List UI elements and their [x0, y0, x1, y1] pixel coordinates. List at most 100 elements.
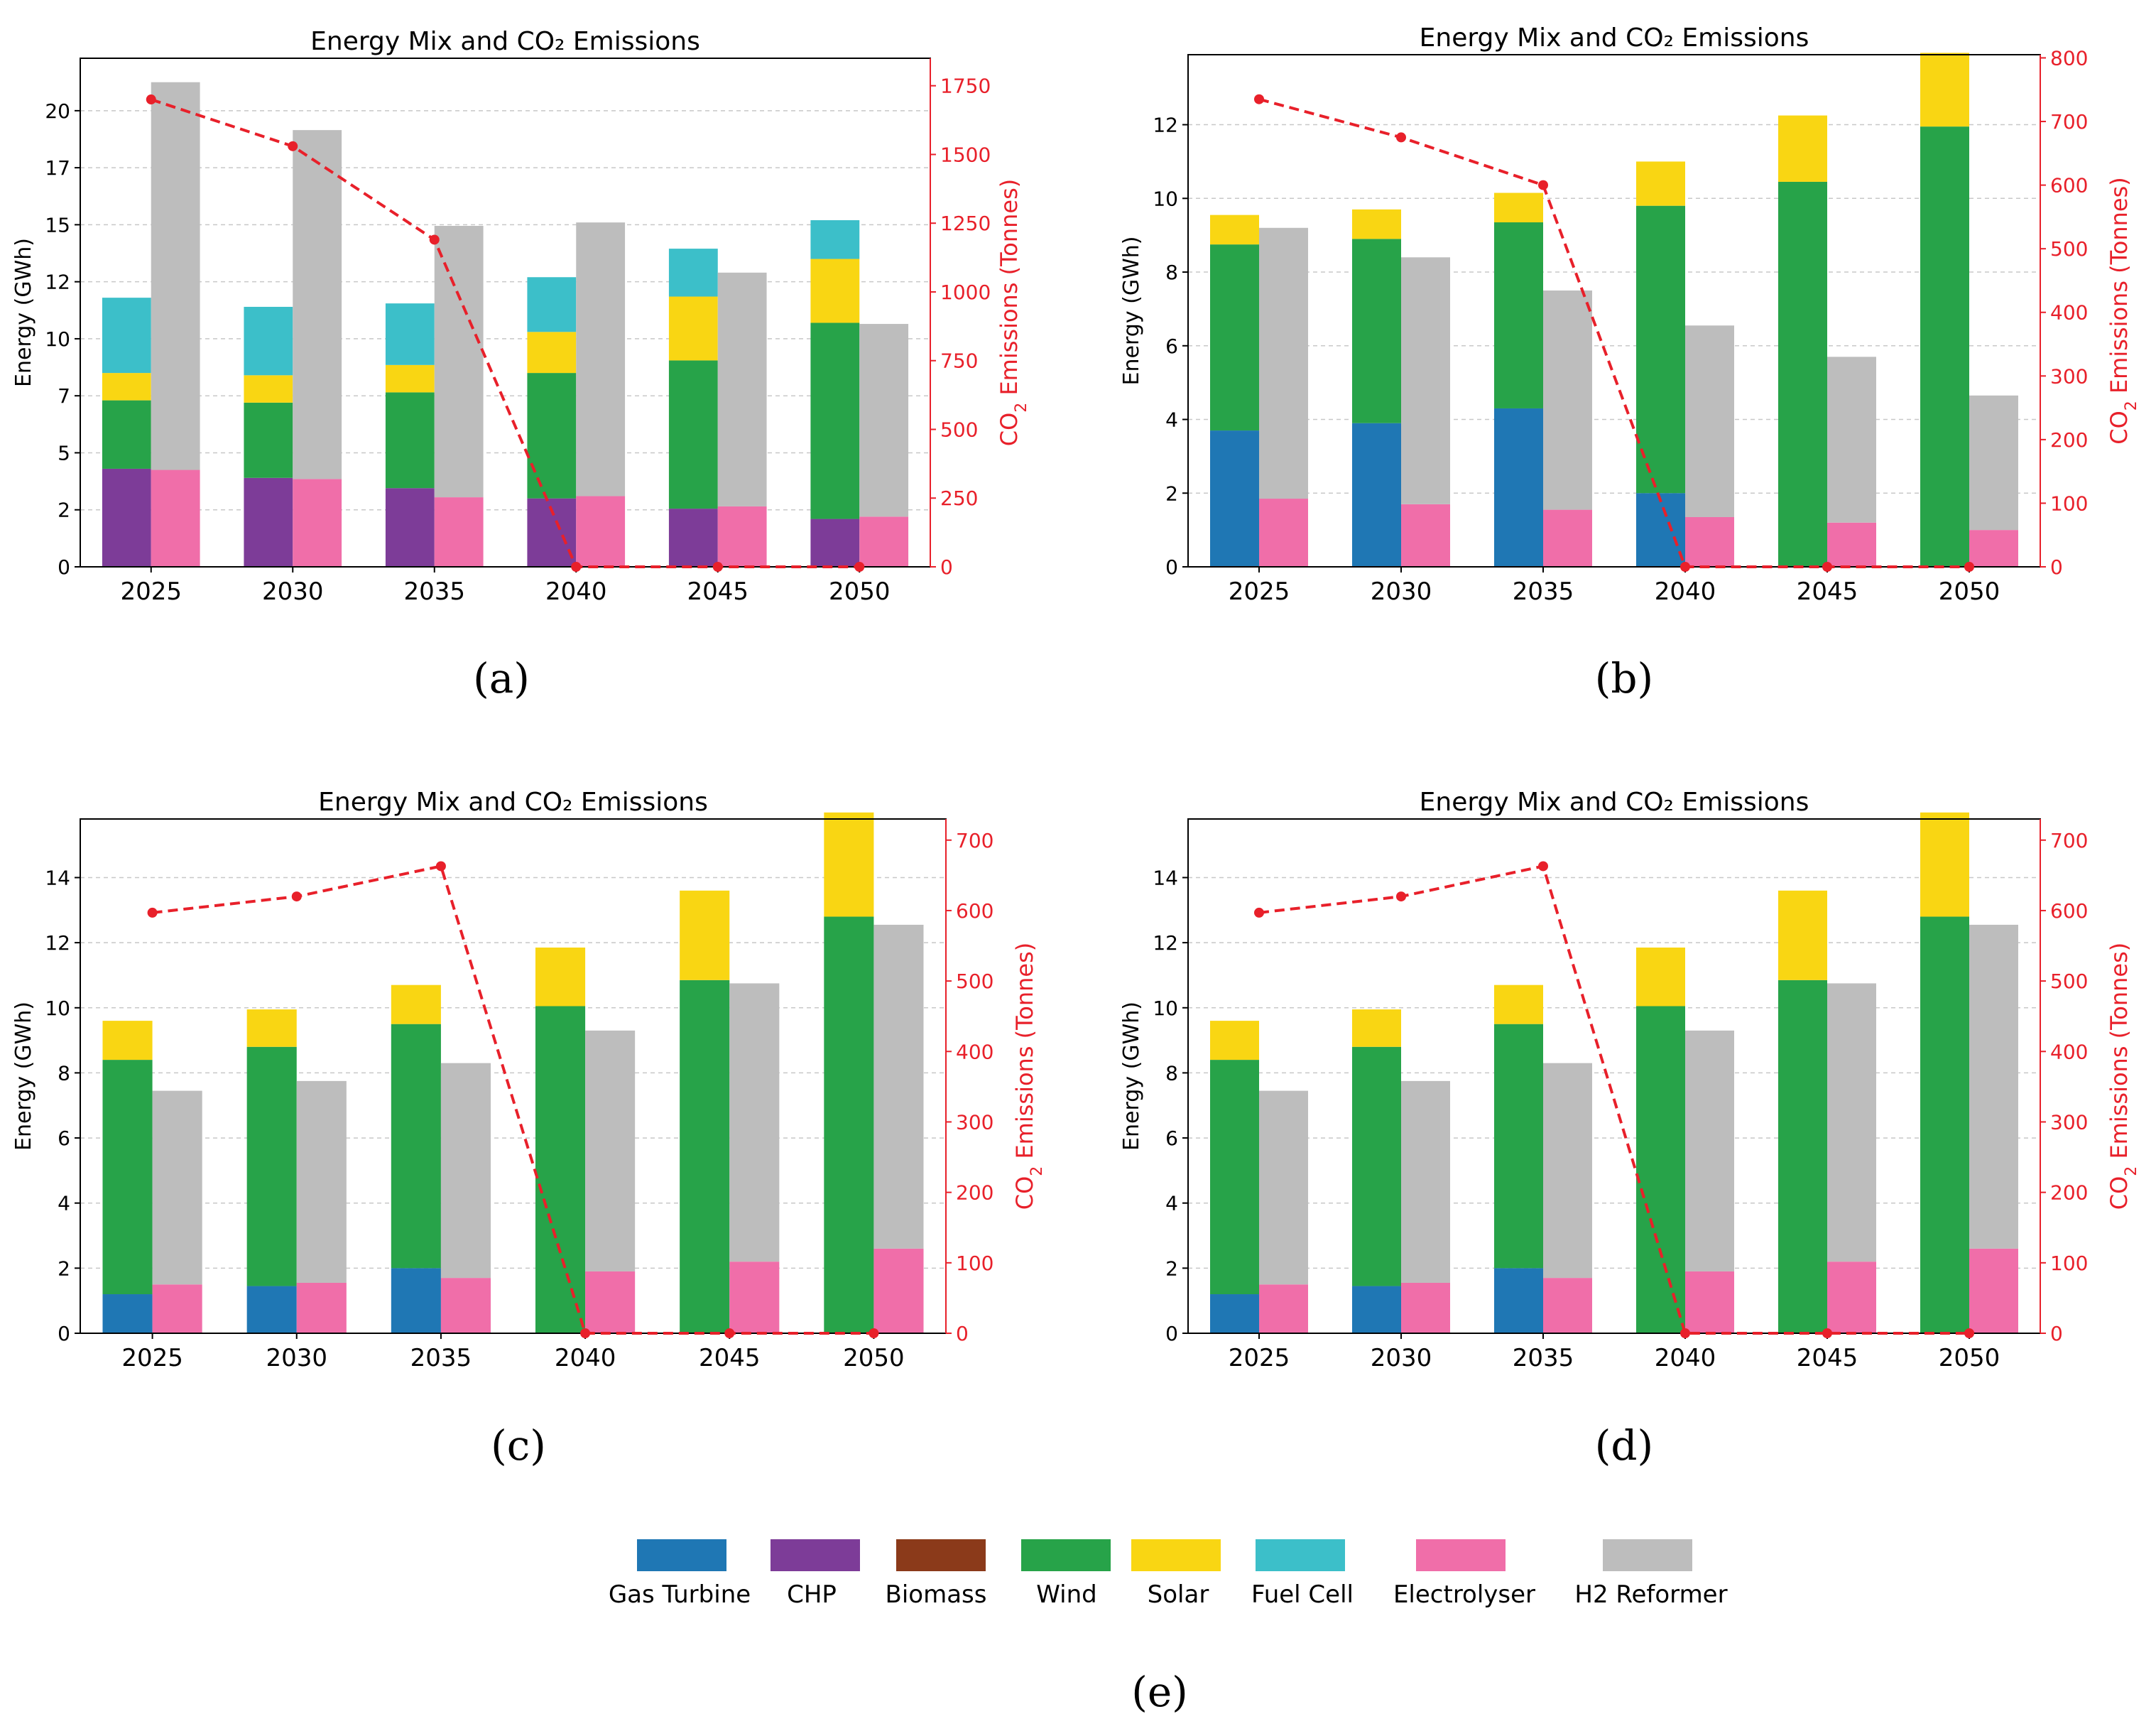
y-tick-label: 5 — [58, 441, 70, 465]
bar-wind-2050 — [810, 322, 860, 519]
co2-point-2035 — [1538, 180, 1548, 190]
legend: Gas Turbine CHP Biomass Wind Solar Fuel Cell E… — [609, 1539, 1728, 1716]
bar-solar-2030 — [1352, 1009, 1401, 1047]
y-tick-label: 4 — [1165, 1192, 1178, 1215]
y2-tick-label: 500 — [956, 970, 993, 993]
y2-tick-label: 500 — [2050, 237, 2088, 261]
legend-swatch-electrolyser — [1416, 1539, 1506, 1571]
bar-fuel-cell-2050 — [810, 219, 860, 259]
y-tick-label: 12 — [45, 271, 70, 294]
bar-wind-2045 — [680, 980, 730, 1333]
bar-electrolyser-2030 — [293, 479, 342, 567]
y-tick-label: 17 — [45, 156, 70, 180]
co2-point-2040 — [571, 562, 582, 572]
y-tick-label: 6 — [1165, 1127, 1178, 1150]
co2-point-2045 — [712, 562, 723, 572]
bar-electrolyser-2030 — [1401, 1282, 1450, 1333]
co2-point-2035 — [429, 234, 440, 245]
co2-point-2045 — [724, 1328, 735, 1338]
bar-wind-2040 — [527, 373, 577, 499]
bar-solar-2050 — [1920, 53, 1969, 127]
panel-label: (c) — [491, 1421, 546, 1470]
bar-solar-2050 — [810, 259, 860, 323]
y2-tick-label: 800 — [2050, 46, 2088, 70]
plot-frame — [80, 58, 931, 568]
chart-panel-a: 0 2 5 7 10 12 15 17 20 0 250 500 750 1000 1250 1500 1750… — [11, 27, 1030, 702]
bar-chp-2050 — [810, 519, 860, 567]
co2-point-2050 — [1964, 1328, 1974, 1338]
bar-solar-2040 — [527, 332, 577, 374]
bar-wind-2050 — [824, 916, 874, 1333]
bar-wind-2025 — [102, 1060, 153, 1295]
x-tick-label: 2045 — [1797, 577, 1858, 606]
bar-solar-2040 — [1636, 161, 1685, 206]
bar-gas-turbine-2035 — [1494, 408, 1543, 567]
y2-tick-label: 0 — [940, 555, 953, 579]
x-tick-label: 2045 — [699, 1344, 761, 1372]
bar-h2-reformer-2040 — [576, 222, 626, 497]
co2-point-2030 — [1396, 891, 1406, 902]
bar-wind-2030 — [246, 1046, 297, 1286]
bar-electrolyser-2025 — [151, 470, 200, 567]
y-tick-label: 14 — [1153, 866, 1178, 889]
y-tick-label: 4 — [1165, 408, 1178, 432]
bar-chp-2025 — [102, 468, 151, 567]
legend-swatch-solar — [1131, 1539, 1221, 1571]
y2-tick-label: 700 — [956, 829, 993, 852]
bar-gas-turbine-2035 — [391, 1268, 441, 1333]
co2-point-2045 — [1822, 562, 1832, 572]
y2-tick-label: 1750 — [940, 75, 991, 98]
bar-h2-reformer-2050 — [873, 924, 924, 1249]
y2-tick-label: 0 — [2050, 1322, 2063, 1345]
bar-wind-2025 — [1210, 244, 1259, 431]
y2-tick-label: 750 — [940, 349, 978, 373]
co2-emissions-line — [152, 864, 874, 1335]
bar-wind-2045 — [1778, 980, 1827, 1333]
bar-wind-2030 — [1352, 239, 1401, 423]
bar-wind-2035 — [391, 1024, 441, 1269]
bar-gas-turbine-2025 — [102, 1294, 153, 1333]
panel-label: (e) — [1131, 1668, 1188, 1716]
chart-panel-b: 0 2 4 6 8 10 12 0 100 200 300 400 500 600 700 800 2025 20… — [1119, 23, 2140, 702]
bar-solar-2045 — [668, 296, 718, 361]
y-tick-label: 6 — [58, 1127, 70, 1150]
legend-swatch-wind — [1021, 1539, 1111, 1571]
bar-wind-2050 — [1920, 916, 1969, 1333]
y-tick-label: 7 — [58, 384, 70, 408]
bar-fuel-cell-2025 — [102, 298, 151, 374]
bar-h2-reformer-2050 — [859, 324, 909, 517]
x-tick-label: 2045 — [1797, 1344, 1858, 1372]
x-tick-label: 2040 — [1655, 577, 1716, 606]
bar-h2-reformer-2045 — [1827, 357, 1876, 523]
bar-electrolyser-2045 — [1827, 522, 1876, 567]
bar-h2-reformer-2030 — [296, 1080, 347, 1283]
x-tick-label: 2035 — [410, 1344, 472, 1372]
bar-h2-reformer-2030 — [1401, 257, 1450, 504]
y2-tick-label: 100 — [2050, 1252, 2088, 1275]
co2-point-2025 — [1254, 907, 1264, 918]
chart-title: Energy Mix and CO₂ Emissions — [1420, 788, 1809, 817]
bar-fuel-cell-2040 — [527, 277, 577, 332]
bar-solar-2035 — [1494, 984, 1543, 1024]
panel-label: (d) — [1595, 1421, 1653, 1470]
y-tick-label: 10 — [45, 997, 70, 1020]
legend-label-fuel-cell: Fuel Cell — [1251, 1580, 1354, 1609]
panel-label: (a) — [473, 654, 530, 702]
y2-tick-label: 500 — [2050, 970, 2088, 993]
co2-point-2040 — [1680, 1328, 1690, 1338]
co2-point-2040 — [1680, 562, 1690, 572]
y2-tick-label: 400 — [956, 1040, 993, 1063]
y2-tick-label: 100 — [956, 1252, 993, 1275]
bar-solar-2030 — [1352, 209, 1401, 239]
y2-tick-label: 250 — [940, 487, 978, 510]
chart-panel-c: 0 2 4 6 8 10 12 14 0 100 200 300 400 500 600 700 2025 203… — [11, 788, 1046, 1470]
bar-electrolyser-2040 — [576, 496, 626, 567]
bar-solar-2035 — [391, 984, 441, 1024]
bar-electrolyser-2050 — [1969, 1248, 2018, 1333]
bar-h2-reformer-2035 — [1543, 290, 1592, 510]
bar-wind-2035 — [385, 392, 435, 489]
legend-swatch-fuel-cell — [1256, 1539, 1345, 1571]
co2-point-2050 — [854, 562, 865, 572]
co2-point-2030 — [1396, 132, 1406, 143]
bar-electrolyser-2035 — [1543, 1278, 1592, 1333]
